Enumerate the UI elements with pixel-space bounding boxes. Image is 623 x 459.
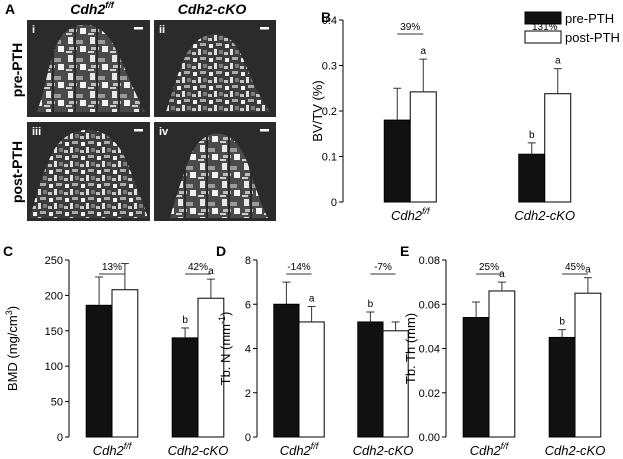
- y-tick-label: 0: [245, 432, 251, 444]
- y-tick-label: 0.2: [322, 106, 337, 118]
- image-label-iii: iii: [32, 126, 41, 138]
- y-tick-label: 0: [57, 432, 63, 444]
- y-tick-label: 200: [45, 290, 63, 302]
- bar: [488, 290, 516, 438]
- significance-letter: b: [529, 130, 535, 141]
- image-label-i: i: [32, 24, 35, 36]
- y-axis-label: Tb. N (mm-1): [217, 312, 233, 386]
- col-label-cdh2-ff: Cdh2f/f: [70, 0, 114, 17]
- pct-change-label: 13%: [102, 262, 122, 273]
- col-label-cdh2-cko: Cdh2-cKO: [178, 1, 247, 17]
- pct-change-label: -14%: [287, 262, 310, 273]
- pct-change-label: 45%: [565, 262, 585, 273]
- panel-letter: E: [400, 243, 409, 259]
- bar: [197, 297, 225, 438]
- scale-bar-icon: [260, 129, 269, 132]
- y-tick-label: 0.4: [322, 15, 337, 27]
- bar: [273, 303, 300, 438]
- micro-ct-image-i: i: [27, 20, 150, 117]
- significance-letter: a: [499, 269, 505, 280]
- y-tick-label: 8: [245, 255, 251, 267]
- pct-change-label: -7%: [374, 262, 392, 273]
- category-label: Cdh2f/f: [280, 441, 320, 458]
- panel-a: A Cdh2f/f Cdh2-cKO pre-PTH post-PTH i ii: [5, 0, 276, 221]
- legend-label: post-PTH: [565, 30, 620, 45]
- y-axis-label: BV/TV (%): [310, 80, 325, 141]
- chart-b: B 0 0.1 0.2 0.3 0.4 BV/TV (%) Cdh2f/f 39% a Cdh2-c…: [310, 9, 620, 223]
- y-tick-label: 4: [245, 344, 251, 356]
- category-label: Cdh2-cKO: [168, 443, 229, 458]
- y-axis-label: Tb. Th (mm): [403, 313, 418, 384]
- significance-letter: a: [208, 266, 214, 277]
- category-label: Cdh2f/f: [93, 441, 133, 458]
- panel-a-letter: A: [5, 1, 15, 17]
- bar: [357, 321, 384, 438]
- y-tick-label: 250: [45, 255, 63, 267]
- y-tick-label: 0.00: [419, 432, 440, 444]
- y-tick-label: 0.3: [322, 61, 337, 73]
- bar: [548, 336, 576, 438]
- bar: [544, 93, 572, 203]
- bar: [409, 91, 437, 203]
- y-axis-label: BMD (mg/cm3): [4, 306, 20, 391]
- y-tick-label: 6: [245, 299, 251, 311]
- category-label: Cdh2f/f: [470, 441, 510, 458]
- pct-change-label: 42%: [188, 262, 208, 273]
- pct-change-label: 39%: [400, 22, 420, 33]
- scale-bar-icon: [134, 27, 143, 30]
- legend-swatch: [524, 11, 562, 25]
- legend-swatch: [524, 30, 562, 44]
- bar: [383, 119, 411, 203]
- panel-letter: C: [3, 243, 13, 259]
- y-tick-label: 0.04: [419, 344, 440, 356]
- category-label: Cdh2-cKO: [514, 208, 575, 223]
- bar: [85, 304, 113, 438]
- bar: [298, 321, 325, 438]
- y-tick-label: 0.02: [419, 388, 440, 400]
- micro-ct-image-ii: ii: [154, 20, 276, 117]
- image-label-iv: iv: [159, 126, 169, 138]
- category-label: Cdh2-cKO: [545, 443, 606, 458]
- micro-ct-image-iii: iii: [27, 122, 150, 221]
- chart-c: C 0 50 100 150 200 250 BMD (mg/cm3) Cdh2f/f 13% Cd…: [3, 243, 228, 458]
- scale-bar-icon: [260, 27, 269, 30]
- pct-change-label: 25%: [479, 262, 499, 273]
- y-tick-label: 0.1: [322, 152, 337, 164]
- significance-letter: a: [309, 293, 315, 304]
- chart-e: E 0.00 0.02 0.04 0.06 0.08 Tb. Th (mm) Cdh2f/f 2…: [400, 243, 605, 458]
- y-tick-label: 150: [45, 326, 63, 338]
- y-tick-label: 0.08: [419, 255, 440, 267]
- legend-label: pre-PTH: [565, 11, 614, 26]
- bar: [382, 330, 409, 438]
- bar: [111, 289, 139, 438]
- significance-letter: a: [585, 265, 591, 276]
- row-label-post-pth: post-PTH: [9, 141, 25, 203]
- significance-letter: a: [420, 46, 426, 57]
- y-tick-label: 0.06: [419, 299, 440, 311]
- significance-letter: b: [559, 317, 565, 328]
- y-tick-label: 50: [51, 397, 63, 409]
- bar: [574, 292, 602, 438]
- micro-ct-image-iv: iv: [154, 122, 276, 221]
- category-label: Cdh2-cKO: [353, 443, 414, 458]
- panel-letter: D: [216, 243, 226, 259]
- y-tick-label: 0: [331, 197, 337, 209]
- significance-letter: b: [182, 315, 188, 326]
- category-label: Cdh2f/f: [391, 206, 431, 223]
- y-tick-label: 100: [45, 361, 63, 373]
- significance-letter: a: [555, 56, 561, 67]
- image-label-ii: ii: [159, 24, 165, 36]
- bar: [518, 153, 546, 203]
- pct-change-label: 131%: [532, 22, 558, 33]
- y-tick-label: 2: [245, 388, 251, 400]
- row-label-pre-pth: pre-PTH: [9, 43, 25, 97]
- panel-letter: B: [321, 9, 331, 25]
- bar: [171, 337, 199, 438]
- bar: [462, 317, 490, 438]
- significance-letter: b: [368, 299, 374, 310]
- chart-d: D 0 2 4 6 8 Tb. N (mm-1) Cdh2f/f -14% a Cdh2-cKO -7…: [216, 243, 413, 458]
- scale-bar-icon: [134, 129, 143, 132]
